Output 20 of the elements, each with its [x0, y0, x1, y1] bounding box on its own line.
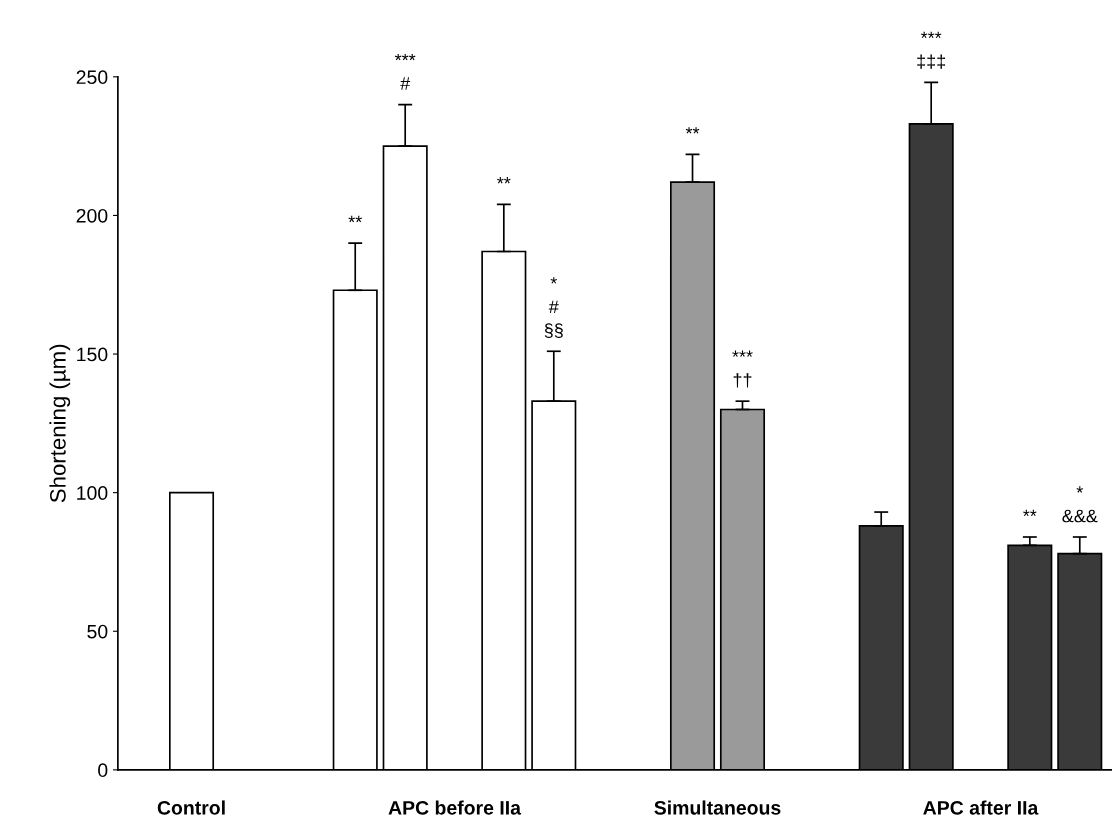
text: *** ‡‡‡ — [917, 31, 946, 69]
x-tick-label: APC after IIa — [923, 800, 1039, 815]
x-tick-label: APC before IIa — [388, 800, 522, 815]
y-tick-label: 200 — [76, 208, 108, 223]
annotation: *** †† — [732, 350, 753, 388]
y-tick-label: 0 — [98, 763, 108, 778]
annotation: *** # — [394, 53, 416, 90]
annotation: * &&& — [1062, 486, 1098, 523]
x-tick-label: Simultaneous — [654, 800, 781, 815]
x-tick-label: Control — [157, 800, 225, 815]
annotation: ** — [685, 127, 700, 134]
annotation: ** — [348, 215, 362, 223]
y-tick-label: 250 — [76, 70, 108, 85]
y-tick-label: 150 — [77, 347, 108, 362]
annotation: * # §§ — [544, 277, 563, 338]
annotation: ** — [1023, 509, 1037, 517]
y-tick-label: 50 — [87, 624, 108, 639]
annotation: ** — [497, 177, 511, 184]
y-tick-label: 100 — [77, 486, 108, 500]
y-axis-title: Shortening (µm) — [49, 344, 71, 503]
